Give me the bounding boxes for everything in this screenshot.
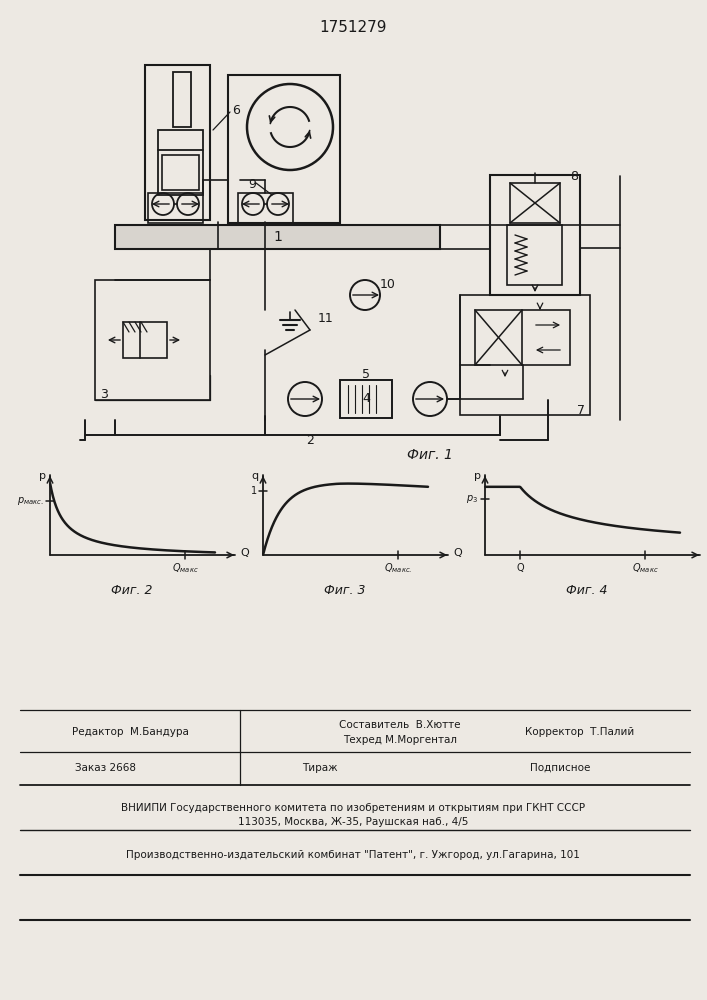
Text: $Q_{макс.}$: $Q_{макс.}$ (384, 561, 412, 575)
Text: Q: Q (706, 548, 707, 558)
Text: Составитель  В.Хютте: Составитель В.Хютте (339, 720, 461, 730)
Text: 5: 5 (362, 367, 370, 380)
Bar (475, 310, 570, 365)
Text: $p_{макс.}$: $p_{макс.}$ (17, 495, 44, 507)
Text: Редактор  М.Бандура: Редактор М.Бандура (71, 727, 189, 737)
Text: q: q (252, 471, 259, 481)
Text: Техред М.Моргентал: Техред М.Моргентал (343, 735, 457, 745)
Text: Корректор  Т.Палий: Корректор Т.Палий (525, 727, 635, 737)
Bar (95, 280, 210, 400)
Bar (490, 175, 580, 295)
Bar (158, 130, 203, 195)
Bar (173, 72, 191, 127)
Text: ВНИИПИ Государственного комитета по изобретениям и открытиям при ГКНТ СССР: ВНИИПИ Государственного комитета по изоб… (121, 803, 585, 813)
Text: 8: 8 (570, 170, 578, 184)
Bar (507, 225, 562, 285)
Text: 7: 7 (577, 403, 585, 416)
Text: 9: 9 (248, 178, 256, 192)
Bar (162, 155, 199, 190)
Text: 1: 1 (251, 486, 257, 496)
Text: p: p (39, 471, 46, 481)
Text: Тираж: Тираж (302, 763, 338, 773)
Text: Q: Q (516, 563, 524, 573)
Text: Подписное: Подписное (530, 763, 590, 773)
Bar (238, 193, 293, 223)
Text: 4: 4 (362, 392, 370, 406)
Text: Фиг. 1: Фиг. 1 (407, 448, 453, 462)
Text: 2: 2 (306, 434, 314, 446)
Text: 113035, Москва, Ж-35, Раушская наб., 4/5: 113035, Москва, Ж-35, Раушская наб., 4/5 (238, 817, 468, 827)
Text: $p_3$: $p_3$ (466, 493, 478, 505)
Bar (460, 295, 590, 415)
Text: p: p (474, 471, 481, 481)
Text: Q: Q (240, 548, 249, 558)
Bar (148, 193, 203, 223)
Text: 1751279: 1751279 (320, 20, 387, 35)
Text: 3: 3 (100, 388, 108, 401)
Bar (145, 65, 210, 220)
Text: Фиг. 4: Фиг. 4 (566, 584, 608, 596)
Text: Заказ 2668: Заказ 2668 (75, 763, 136, 773)
Text: 1: 1 (274, 230, 282, 244)
Text: Производственно-издательский комбинат "Патент", г. Ужгород, ул.Гагарина, 101: Производственно-издательский комбинат "П… (126, 850, 580, 860)
Bar (228, 75, 340, 223)
Bar (340, 380, 392, 418)
Text: 6: 6 (232, 104, 240, 116)
Text: 11: 11 (318, 312, 334, 324)
Text: $Q_{макс}$: $Q_{макс}$ (631, 561, 658, 575)
Text: 10: 10 (380, 278, 396, 292)
Bar (123, 322, 167, 358)
Text: Q: Q (453, 548, 462, 558)
Bar (510, 183, 560, 223)
Text: Фиг. 2: Фиг. 2 (111, 584, 153, 596)
Text: $Q_{макс}$: $Q_{макс}$ (172, 561, 199, 575)
Bar (115, 225, 440, 249)
Text: Фиг. 3: Фиг. 3 (325, 584, 366, 596)
